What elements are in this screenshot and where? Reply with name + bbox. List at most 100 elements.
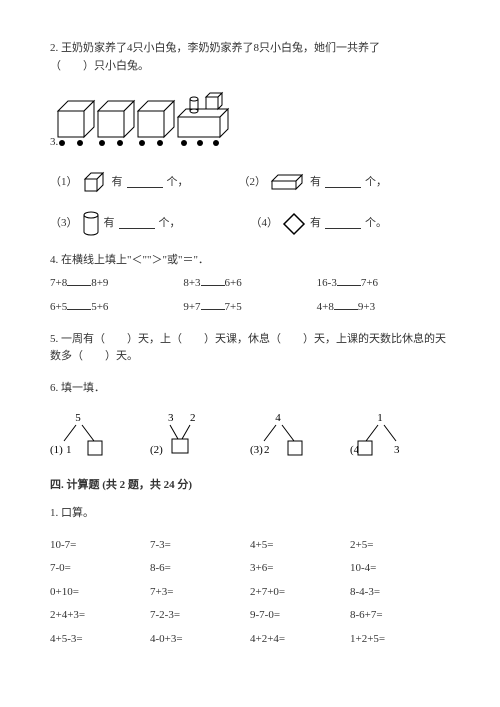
q3-row-2: （3） 有 个， （4） 有 个。 <box>50 210 450 238</box>
q2-text-a: 2. 王奶奶家养了4只小白兔，李奶奶家养了8只小白兔，她们一共养了 <box>50 42 380 54</box>
section-4-sub1: 1. 口算。 <box>50 505 450 523</box>
question-6: 6. 填一填． <box>50 380 450 398</box>
svg-text:(1): (1) <box>50 444 63 456</box>
split-right: 3 <box>394 444 400 456</box>
q3-part-3: （3） 有 个， <box>50 210 181 238</box>
q4-rhs: 7+6 <box>361 277 378 289</box>
split-2: 3 2 (2) <box>150 411 210 457</box>
split-1: 5 (1) 1 <box>50 411 110 457</box>
question-5: 5. 一周有（ ）天，上（ ）天课，休息（ ）天，上课的天数比休息的天数多（ ）… <box>50 331 450 366</box>
q4-cell: 9+7 7+5 <box>183 299 316 317</box>
calc-cell: 7-3= <box>150 537 250 555</box>
calc-cell: 3+6= <box>250 560 350 578</box>
blank[interactable] <box>127 177 163 188</box>
train-figure: 3. <box>50 89 450 156</box>
q4-lhs: 9+7 <box>183 301 200 313</box>
calc-cell: 4+5= <box>250 537 350 555</box>
question-2: 2. 王奶奶家养了4只小白兔，李奶奶家养了8只小白兔，她们一共养了 （ ）只小白… <box>50 40 450 75</box>
question-4: 4. 在横线上填上"＜""＞"或"＝"． 7+8 8+9 8+3 6+6 16-3 7… <box>50 252 450 317</box>
split-top-l: 3 <box>168 412 174 424</box>
split-3: 4 (3) 2 <box>250 411 310 457</box>
q3-p3-a: 有 <box>104 215 115 233</box>
blank[interactable] <box>325 177 361 188</box>
q3-p1-a: 有 <box>112 174 123 192</box>
calc-cell: 2+5= <box>350 537 450 555</box>
q3-p3-b: 个， <box>159 215 181 233</box>
q4-grid: 7+88+9 8+36+6 16-37+6 6+55+6 9+77+5 4+89… <box>50 275 450 316</box>
svg-text:(3): (3) <box>250 444 263 456</box>
calc-cell: 4-0+3= <box>150 631 250 649</box>
calc-cell: 8-6+7= <box>350 607 450 625</box>
blank[interactable] <box>334 299 358 310</box>
q4-cell: 6+5 5+6 <box>50 299 183 317</box>
q4-title: 4. 在横线上填上"＜""＞"或"＝"． <box>50 252 450 270</box>
cylinder-icon <box>82 210 100 238</box>
blank[interactable] <box>201 299 225 310</box>
q4-lhs: 7+8 <box>50 277 67 289</box>
q3-p2-num: （2） <box>239 174 267 192</box>
split-top: 1 <box>377 412 383 424</box>
split-diagrams: 5 (1) 1 3 2 (2) 4 (3) 2 1 <box>50 411 450 457</box>
q3-p4-num: （4） <box>251 215 279 233</box>
q3-p1-b: 个， <box>167 174 189 192</box>
q3-p3-num: （3） <box>50 215 78 233</box>
blank[interactable] <box>325 218 361 229</box>
section-4-header: 四. 计算题 (共 2 题，共 24 分) <box>50 477 450 495</box>
q4-rhs: 7+5 <box>225 301 242 313</box>
q4-cell: 16-3 7+6 <box>317 275 450 293</box>
blank[interactable] <box>67 275 91 286</box>
split-top-r: 2 <box>190 412 196 424</box>
split-left: 2 <box>264 444 270 456</box>
q4-lhs: 6+5 <box>50 301 67 313</box>
calc-cell: 10-4= <box>350 560 450 578</box>
q3-p4-a: 有 <box>310 215 321 233</box>
q3-part-1: （1） 有 个， <box>50 170 189 196</box>
calc-cell: 1+2+5= <box>350 631 450 649</box>
split-top: 4 <box>275 412 281 424</box>
q2-text-b: （ ）只小白兔。 <box>50 60 149 72</box>
blank[interactable] <box>337 275 361 286</box>
blank[interactable] <box>67 299 91 310</box>
q3-p2-b: 个， <box>365 174 387 192</box>
calc-cell: 7-2-3= <box>150 607 250 625</box>
q4-lhs: 8+3 <box>183 277 200 289</box>
blank[interactable] <box>201 275 225 286</box>
calc-grid: 10-7=7-3=4+5=2+5= 7-0=8-6=3+6=10-4= 0+10=7… <box>50 537 450 649</box>
q4-cell: 4+8 9+3 <box>317 299 450 317</box>
svg-text:3.: 3. <box>50 136 59 148</box>
calc-cell: 8-4-3= <box>350 584 450 602</box>
calc-cell: 8-6= <box>150 560 250 578</box>
split-top: 5 <box>75 412 81 424</box>
q3-row-1: （1） 有 个， （2） 有 个 <box>50 170 450 196</box>
q4-cell: 8+3 6+6 <box>183 275 316 293</box>
q3-p4-b: 个。 <box>365 215 387 233</box>
q4-rhs: 6+6 <box>225 277 242 289</box>
q4-lhs: 16-3 <box>317 277 337 289</box>
q3-p2-a: 有 <box>310 174 321 192</box>
cube-icon <box>82 170 108 196</box>
calc-cell: 4+2+4= <box>250 631 350 649</box>
calc-cell: 2+7+0= <box>250 584 350 602</box>
q4-rhs: 5+6 <box>91 301 108 313</box>
q3-p1-num: （1） <box>50 174 78 192</box>
calc-cell: 2+4+3= <box>50 607 150 625</box>
question-3: 3. （1） 有 个， （2） <box>50 89 450 238</box>
calc-cell: 7+3= <box>150 584 250 602</box>
split-left: 1 <box>66 444 72 456</box>
q4-rhs: 9+3 <box>358 301 375 313</box>
q3-part-2: （2） 有 个， <box>239 173 388 193</box>
q4-lhs: 4+8 <box>317 301 334 313</box>
q4-rhs: 8+9 <box>91 277 108 289</box>
q4-cell: 7+8 8+9 <box>50 275 183 293</box>
calc-cell: 0+10= <box>50 584 150 602</box>
calc-cell: 10-7= <box>50 537 150 555</box>
q3-part-4: （4） 有 个。 <box>251 212 388 236</box>
svg-text:(2): (2) <box>150 444 163 456</box>
split-4: 1 (4) 3 <box>350 411 410 457</box>
calc-cell: 7-0= <box>50 560 150 578</box>
calc-cell: 9-7-0= <box>250 607 350 625</box>
calc-cell: 4+5-3= <box>50 631 150 649</box>
cuboid-icon <box>270 173 306 193</box>
blank[interactable] <box>119 218 155 229</box>
diamond-icon <box>282 212 306 236</box>
